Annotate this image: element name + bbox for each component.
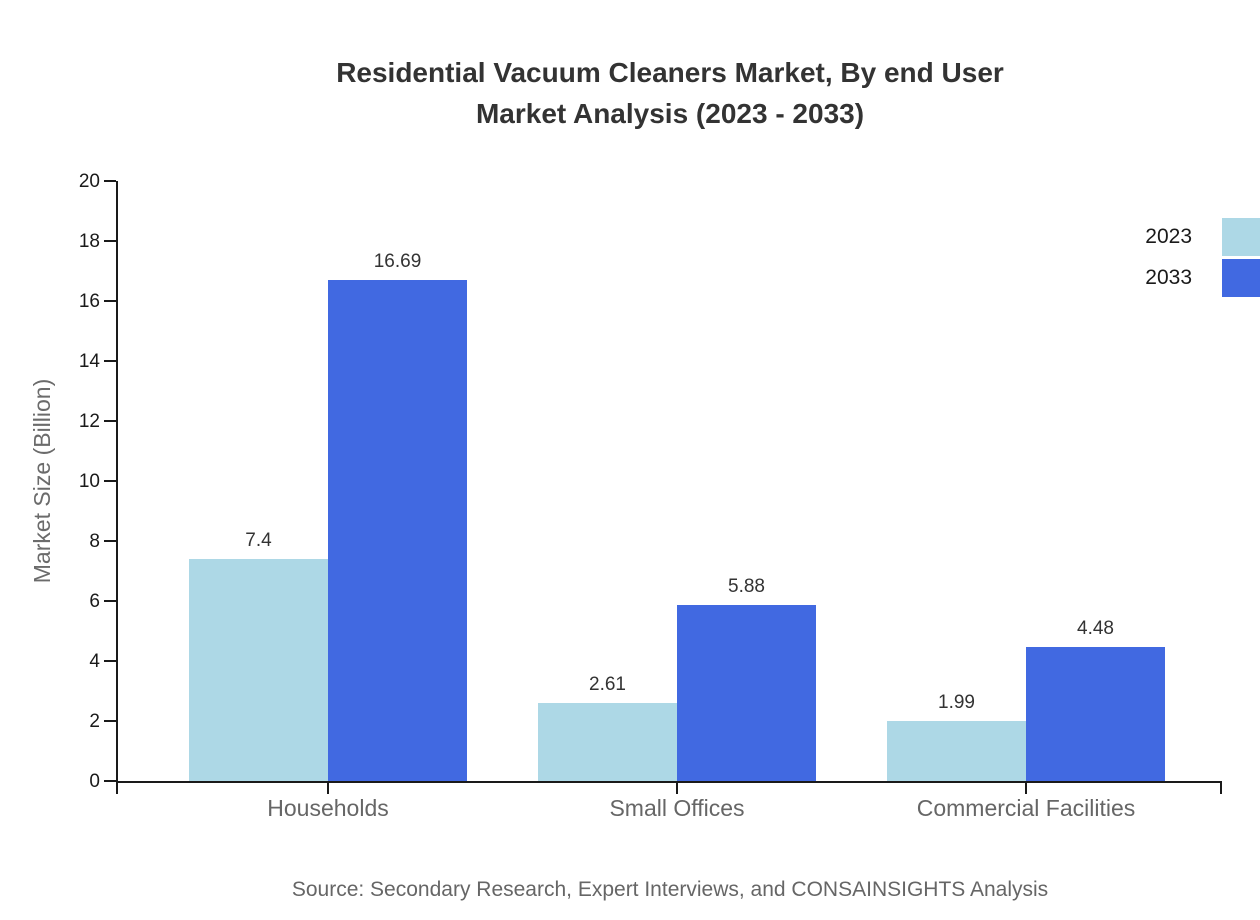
x-axis-tick [1025,781,1027,794]
bar-value-label: 16.69 [373,251,422,273]
legend-row-2023: 2023 [1145,218,1260,256]
bar-value-label: 5.88 [728,575,765,597]
y-axis-tick-label: 0 [89,771,100,792]
y-axis-tick-label: 2 [89,711,100,732]
x-axis-end-tick-left [116,781,118,794]
x-axis-end-tick-right [1220,781,1222,794]
x-axis-tick [327,781,329,794]
bar-value-label: 4.48 [1077,617,1114,639]
chart-title-line2: Market Analysis (2023 - 2033) [475,98,865,129]
chart-title-line1: Residential Vacuum Cleaners Market, By e… [336,57,1004,88]
y-axis-tick-label: 16 [78,291,100,312]
legend-swatch-2023 [1222,218,1260,256]
y-axis-tick-label: 12 [78,411,100,432]
plot-area: 0 2 4 6 8 10 12 14 16 18 20 7.4 16.69 Households 2.61 5… [79,172,1222,821]
bar-2033-small-offices [677,604,816,781]
y-axis-tick-label: 8 [89,531,100,552]
legend-row-2033: 2033 [1145,259,1260,297]
x-axis-category-label: Commercial Facilities [916,795,1136,821]
y-axis-tick [104,420,116,422]
legend-label-2023: 2023 [1145,225,1192,248]
y-axis-tick-label: 18 [78,231,100,252]
y-axis-tick [104,540,116,542]
y-axis-tick [104,600,116,602]
bar-value-label: 1.99 [938,692,975,714]
source-note: Source: Secondary Research, Expert Inter… [291,878,1049,901]
chart-title: Residential Vacuum Cleaners Market, By e… [80,52,1260,134]
legend-swatch-2033 [1222,259,1260,297]
legend-label-2033: 2033 [1145,266,1192,289]
y-axis-tick [104,360,116,362]
bar-value-label: 7.4 [245,530,272,551]
y-axis-tick [104,240,116,242]
bar-2023-commercial-facilities [887,721,1026,781]
y-axis-tick [104,300,116,302]
bar-2023-households [189,559,328,781]
x-axis-tick [676,781,678,794]
bar-2033-commercial-facilities [1026,646,1165,781]
y-axis-tick-label: 6 [89,591,100,612]
y-axis-tick [104,180,116,182]
x-axis-category-label: Households [267,795,389,821]
bar-2033-households [328,280,467,781]
x-axis-line [116,781,1222,783]
legend: 2023 2033 [1145,218,1260,300]
bar-value-label: 2.61 [589,673,626,695]
bar-2023-small-offices [538,702,677,781]
x-axis-category-label: Small Offices [609,795,745,821]
y-axis-tick [104,780,116,782]
y-axis-tick-label: 10 [78,471,100,492]
y-axis-tick [104,480,116,482]
y-axis-tick [104,720,116,722]
y-axis-line [116,181,118,783]
y-axis-tick-label: 20 [78,171,100,192]
y-axis-tick-label: 14 [78,351,100,372]
y-axis-tick [104,660,116,662]
y-axis-tick-label: 4 [89,651,100,672]
